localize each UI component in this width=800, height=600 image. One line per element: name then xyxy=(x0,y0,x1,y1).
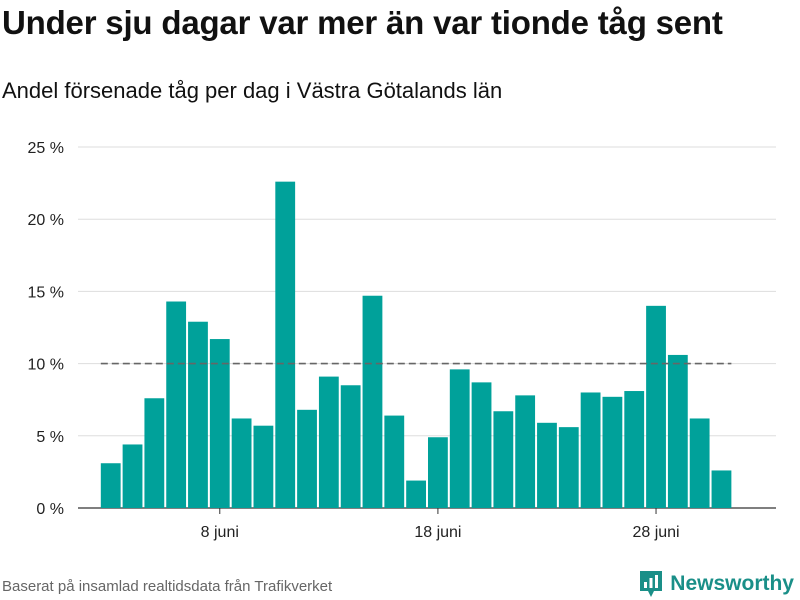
brand-logo[interactable]: Newsworthy xyxy=(638,569,794,599)
bar-chart: 0 % 5 % 10 % 15 % 20 % 25 % 8 juni 18 juni 28 j… xyxy=(28,140,776,541)
bar xyxy=(689,418,710,508)
bar xyxy=(711,470,732,508)
newsworthy-logo-icon xyxy=(640,571,663,597)
chart-title: Under sju dagar var mer än var tionde tå… xyxy=(2,4,723,41)
x-tick-label: 8 juni xyxy=(201,524,239,541)
brand-name: Newsworthy xyxy=(670,572,794,595)
y-tick-label: 25 % xyxy=(28,140,64,157)
bar xyxy=(602,396,623,508)
bar xyxy=(624,391,645,508)
bar xyxy=(449,369,470,508)
bar xyxy=(384,415,405,508)
bar xyxy=(209,339,230,508)
bar xyxy=(667,354,688,508)
source-note: Baserat på insamlad realtidsdata från Tr… xyxy=(2,578,333,595)
chart-subtitle: Andel försenade tåg per dag i Västra Göt… xyxy=(2,78,503,103)
y-tick-label: 20 % xyxy=(28,212,64,229)
bar xyxy=(100,463,121,508)
bar xyxy=(362,295,383,508)
y-axis-ticks: 0 % 5 % 10 % 15 % 20 % 25 % xyxy=(28,140,64,518)
bar xyxy=(297,409,317,508)
bar xyxy=(515,395,536,508)
bar xyxy=(318,376,339,508)
bar xyxy=(537,422,557,508)
y-tick-label: 0 % xyxy=(36,501,64,518)
y-tick-label: 10 % xyxy=(28,357,64,374)
bar xyxy=(122,444,143,508)
bar xyxy=(493,411,514,508)
bar xyxy=(253,425,274,508)
y-tick-label: 15 % xyxy=(28,284,64,301)
bar xyxy=(428,437,448,508)
bar xyxy=(275,181,296,508)
bar xyxy=(580,392,601,508)
bars xyxy=(100,181,732,508)
bar xyxy=(166,301,187,508)
x-tick-label: 28 juni xyxy=(632,524,679,541)
bar xyxy=(188,321,208,508)
bar xyxy=(406,480,426,508)
y-tick-label: 5 % xyxy=(36,429,64,446)
bar xyxy=(646,305,666,508)
bar xyxy=(558,427,579,508)
x-tick-label: 18 juni xyxy=(414,524,461,541)
bar xyxy=(471,382,492,508)
bar xyxy=(340,385,361,508)
bar xyxy=(144,398,165,508)
x-axis-ticks: 8 juni 18 juni 28 juni xyxy=(201,508,680,541)
bar xyxy=(231,418,252,508)
